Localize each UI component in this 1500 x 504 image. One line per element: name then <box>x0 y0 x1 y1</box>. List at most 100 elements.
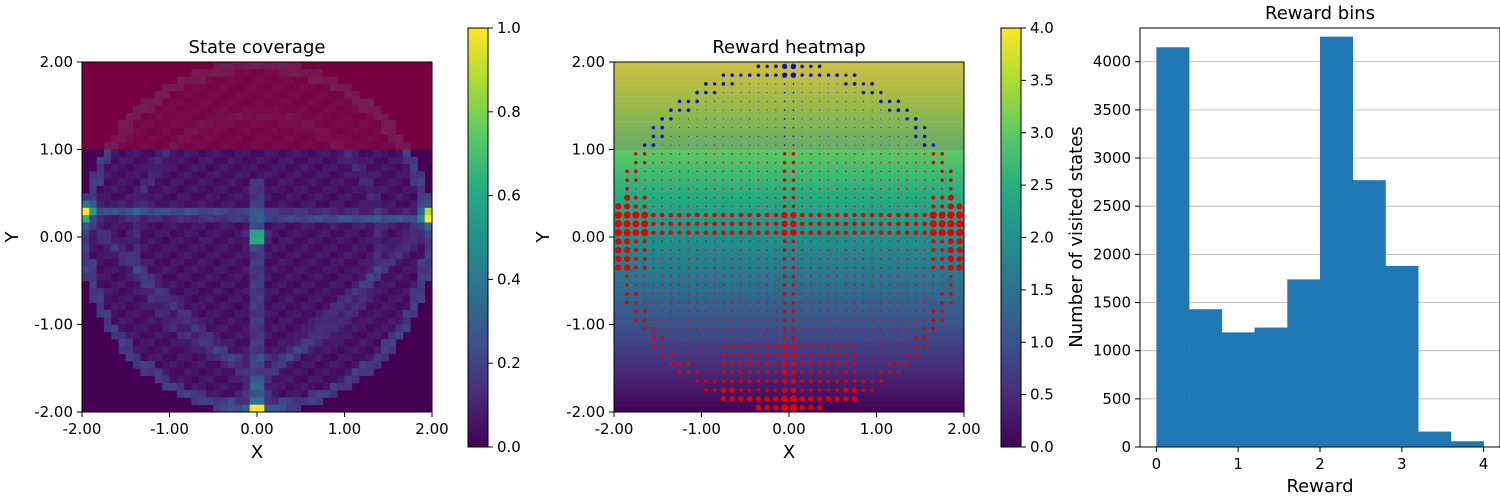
coverage-cell <box>96 266 105 274</box>
x-ticks: -2.00 -1.00 0.00 1.00 2.00 <box>595 412 981 438</box>
coverage-cell <box>278 390 287 398</box>
coverage-cell <box>205 280 214 289</box>
state-marker <box>827 92 829 94</box>
reward-band <box>614 127 964 133</box>
coverage-cell <box>147 288 156 296</box>
state-marker <box>896 99 901 104</box>
coverage-cell <box>344 229 353 238</box>
state-marker <box>687 293 690 295</box>
coverage-cell <box>191 317 200 325</box>
state-marker <box>941 284 943 286</box>
coverage-cell <box>125 222 134 231</box>
coverage-cell <box>147 273 156 282</box>
state-marker <box>810 170 812 173</box>
coverage-cell <box>359 266 367 274</box>
state-marker <box>871 258 873 260</box>
coverage-cell <box>82 222 90 231</box>
state-marker <box>687 258 690 260</box>
state-marker <box>687 205 690 208</box>
state-marker <box>775 100 777 102</box>
state-marker <box>748 188 751 190</box>
state-marker <box>705 275 707 278</box>
coverage-cell <box>315 331 324 340</box>
coverage-cell <box>380 288 389 296</box>
state-marker <box>852 73 857 77</box>
state-marker <box>932 188 935 190</box>
coverage-cell <box>227 251 236 260</box>
coverage-cell <box>308 353 316 362</box>
coverage-cell <box>315 164 324 172</box>
state-marker <box>721 230 726 235</box>
coverage-cell <box>329 237 338 245</box>
coverage-cell <box>308 360 316 369</box>
state-marker <box>694 212 700 218</box>
state-marker <box>668 230 674 235</box>
state-marker <box>906 345 908 348</box>
state-marker <box>897 153 900 155</box>
coverage-cell <box>293 244 302 252</box>
coverage-cell <box>89 185 97 194</box>
coverage-cell <box>213 237 221 245</box>
state-marker <box>790 378 797 385</box>
state-marker <box>781 352 788 358</box>
coverage-cell <box>118 288 127 296</box>
state-marker <box>834 221 840 227</box>
state-marker <box>740 275 742 278</box>
coverage-cell <box>278 251 287 260</box>
coverage-cell <box>133 309 141 318</box>
coverage-cell <box>191 382 200 391</box>
state-marker <box>696 258 698 260</box>
coverage-cell <box>227 273 236 282</box>
state-marker <box>775 258 777 260</box>
state-marker <box>713 345 716 348</box>
reward-band <box>614 102 964 108</box>
reward-band <box>614 177 964 183</box>
coverage-cell <box>169 375 178 384</box>
coverage-cell <box>322 317 331 325</box>
coverage-cell <box>89 193 97 201</box>
coverage-cell <box>176 237 185 245</box>
coverage-cell <box>402 222 411 231</box>
state-marker <box>782 187 787 191</box>
coverage-cell <box>344 317 353 325</box>
coverage-cell <box>402 280 411 289</box>
state-marker <box>774 353 778 357</box>
coverage-cell <box>344 156 353 165</box>
coverage-cell <box>388 222 396 231</box>
coverage-cell <box>213 244 221 252</box>
coverage-cell <box>205 178 214 187</box>
coverage-cell <box>380 324 389 333</box>
state-marker <box>897 336 900 339</box>
state-marker <box>915 328 917 330</box>
state-marker <box>940 292 944 296</box>
state-marker <box>854 144 856 146</box>
coverage-cell <box>329 280 338 289</box>
state-marker <box>862 275 865 278</box>
coverage-cell <box>184 222 192 231</box>
reward-band <box>614 282 964 288</box>
coverage-cell <box>359 164 367 172</box>
state-marker <box>731 310 733 313</box>
state-marker <box>913 212 919 218</box>
coverage-cell <box>205 193 214 201</box>
coverage-cell <box>322 295 331 304</box>
coverage-cell <box>417 171 426 180</box>
coverage-cell <box>278 295 287 304</box>
coverage-cell <box>300 280 309 289</box>
coverage-cell <box>89 251 97 260</box>
coverage-cell <box>118 339 127 347</box>
coverage-cell <box>191 193 200 201</box>
state-marker <box>766 258 768 260</box>
coverage-cell <box>125 237 134 245</box>
coverage-cell <box>380 317 389 325</box>
coverage-cell <box>315 309 324 318</box>
coverage-cell <box>373 266 382 274</box>
coverage-cell <box>249 295 258 304</box>
coverage-cell <box>249 149 258 158</box>
state-marker <box>705 266 707 269</box>
x-axis-label: X <box>783 442 795 463</box>
coverage-cell <box>220 404 229 412</box>
coverage-cell <box>103 237 112 245</box>
state-marker <box>915 205 917 208</box>
